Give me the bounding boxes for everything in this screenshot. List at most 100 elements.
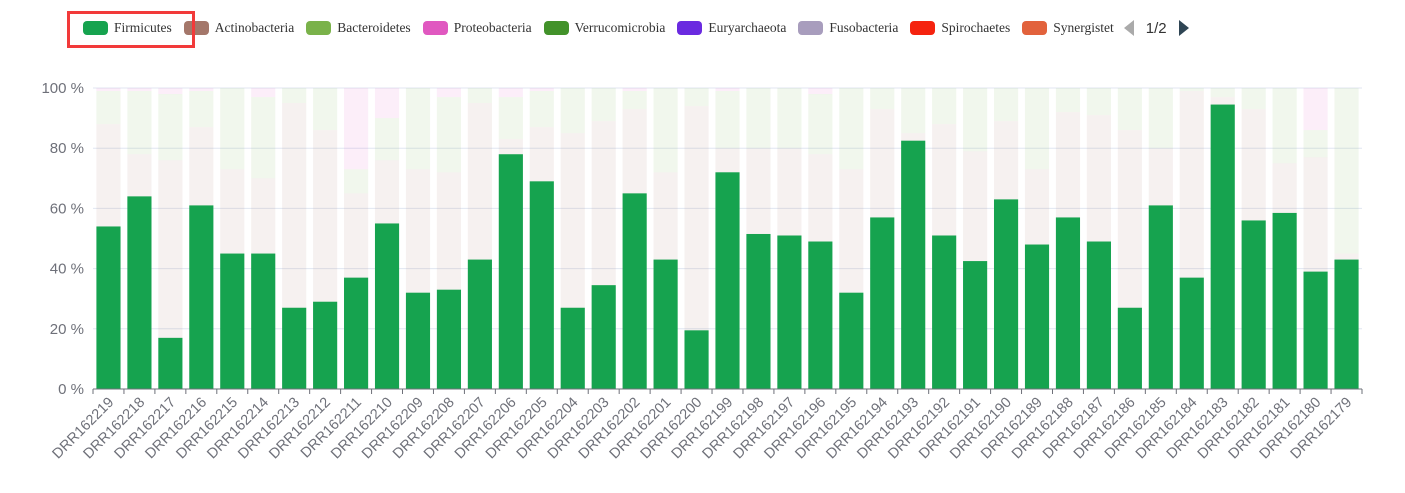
legend-label: Bacteroidetes — [337, 20, 411, 35]
bar-bacteroidetes — [529, 91, 554, 128]
legend-item-fusobacteria[interactable]: Fusobacteria — [798, 20, 898, 36]
bar-actinobacteria — [313, 130, 338, 302]
bar-firmicutes — [344, 277, 369, 389]
y-tick-label: 100 % — [41, 80, 84, 97]
bar-bacteroidetes — [158, 94, 183, 161]
legend-swatch — [677, 21, 703, 35]
legend-item-euryarchaeota[interactable]: Euryarchaeota — [677, 20, 786, 36]
bar-bacteroidetes — [189, 91, 214, 128]
bar-firmicutes — [870, 217, 895, 389]
bar-firmicutes — [1148, 205, 1173, 389]
legend-item-actinobacteria[interactable]: Actinobacteria — [183, 20, 295, 36]
legend-item-proteobacteria[interactable]: Proteobacteria — [422, 20, 532, 36]
bar-proteobacteria — [158, 88, 183, 95]
bar-actinobacteria — [158, 160, 183, 338]
bar-firmicutes — [901, 140, 926, 389]
bar-actinobacteria — [1055, 112, 1081, 218]
bar-bacteroidetes — [251, 97, 276, 179]
bar-proteobacteria — [344, 88, 369, 170]
bar-actinobacteria — [1117, 130, 1142, 308]
bar-actinobacteria — [560, 133, 585, 308]
bar-bacteroidetes — [1272, 88, 1297, 164]
bar-bacteroidetes — [1086, 88, 1111, 116]
bar-actinobacteria — [282, 103, 307, 308]
bar-actinobacteria — [1086, 115, 1111, 242]
legend-label: Euryarchaeota — [708, 20, 787, 35]
legend-item-verrucomicrobia[interactable]: Verrucomicrobia — [543, 20, 665, 36]
bar-bacteroidetes — [715, 91, 740, 149]
page-indicator: 1/2 — [1145, 19, 1167, 37]
legend-item-spirochaetes[interactable]: Spirochaetes — [910, 20, 1010, 36]
bar-actinobacteria — [498, 139, 523, 155]
bar-bacteroidetes — [405, 88, 431, 170]
bar-bacteroidetes — [1210, 88, 1235, 98]
bar-firmicutes — [1303, 271, 1328, 389]
bar-bacteroidetes — [1334, 88, 1359, 254]
bar-bacteroidetes — [374, 118, 400, 161]
bar-actinobacteria — [870, 109, 895, 218]
legend-label: Spirochaetes — [941, 20, 1011, 35]
bar-firmicutes — [374, 223, 400, 389]
bar-actinobacteria — [1024, 169, 1050, 245]
bar-bacteroidetes — [1303, 130, 1328, 158]
bar-bacteroidetes — [344, 169, 369, 194]
bar-firmicutes — [467, 259, 492, 389]
bar-firmicutes — [158, 337, 183, 389]
bar-actinobacteria — [1241, 109, 1266, 221]
legend-swatch — [422, 21, 448, 35]
prev-page-icon[interactable] — [1123, 20, 1134, 36]
bar-firmicutes — [1334, 259, 1359, 389]
bar-actinobacteria — [1272, 163, 1297, 213]
bar-actinobacteria — [344, 193, 369, 278]
bar-proteobacteria — [498, 88, 523, 98]
bar-bacteroidetes — [932, 88, 957, 125]
bar-bacteroidetes — [560, 88, 585, 134]
legend-label: Actinobacteria — [214, 20, 295, 35]
legend-label: Fusobacteria — [829, 20, 899, 35]
bar-actinobacteria — [932, 124, 957, 236]
bar-firmicutes — [1272, 212, 1297, 389]
bar-firmicutes — [282, 307, 307, 389]
bar-proteobacteria — [1303, 88, 1328, 131]
bar-actinobacteria — [715, 148, 740, 173]
bar-actinobacteria — [1303, 157, 1328, 272]
next-page-icon[interactable] — [1178, 20, 1189, 36]
bar-actinobacteria — [529, 127, 554, 182]
bar-firmicutes — [993, 199, 1019, 389]
y-tick-label: 20 % — [50, 321, 84, 338]
legend-label: Proteobacteria — [453, 20, 532, 35]
legend-item-synergistet[interactable]: Synergistet — [1022, 20, 1114, 36]
bar-firmicutes — [808, 241, 833, 389]
bar-firmicutes — [622, 193, 647, 389]
bar-firmicutes — [777, 235, 802, 389]
bar-firmicutes — [1241, 220, 1266, 389]
bar-bacteroidetes — [1117, 88, 1142, 131]
legend-highlight-box — [67, 11, 195, 48]
legend-item-bacteroidetes[interactable]: Bacteroidetes — [306, 20, 411, 36]
bar-bacteroidetes — [684, 88, 709, 107]
bar-actinobacteria — [1148, 148, 1173, 206]
bar-bacteroidetes — [498, 97, 523, 140]
bar-actinobacteria — [901, 133, 926, 141]
bar-proteobacteria — [436, 88, 462, 98]
bar-firmicutes — [653, 259, 678, 389]
bar-firmicutes — [220, 253, 245, 389]
bar-proteobacteria — [251, 88, 276, 98]
legend-label: Synergistet — [1053, 20, 1114, 35]
bar-actinobacteria — [993, 121, 1019, 200]
y-tick-label: 0 % — [58, 381, 84, 398]
bar-bacteroidetes — [1179, 88, 1204, 92]
bar-actinobacteria — [127, 154, 152, 197]
bar-firmicutes — [127, 196, 152, 389]
bar-bacteroidetes — [622, 91, 647, 110]
bar-firmicutes — [560, 307, 585, 389]
legend-swatch — [183, 21, 209, 35]
bar-actinobacteria — [96, 124, 121, 227]
bar-firmicutes — [1210, 104, 1235, 390]
bar-firmicutes — [715, 172, 740, 389]
legend-item-firmicutes[interactable]: Firmicutes — [83, 20, 172, 36]
bar-bacteroidetes — [839, 88, 864, 170]
bar-firmicutes — [96, 226, 121, 389]
bar-actinobacteria — [1179, 91, 1204, 278]
